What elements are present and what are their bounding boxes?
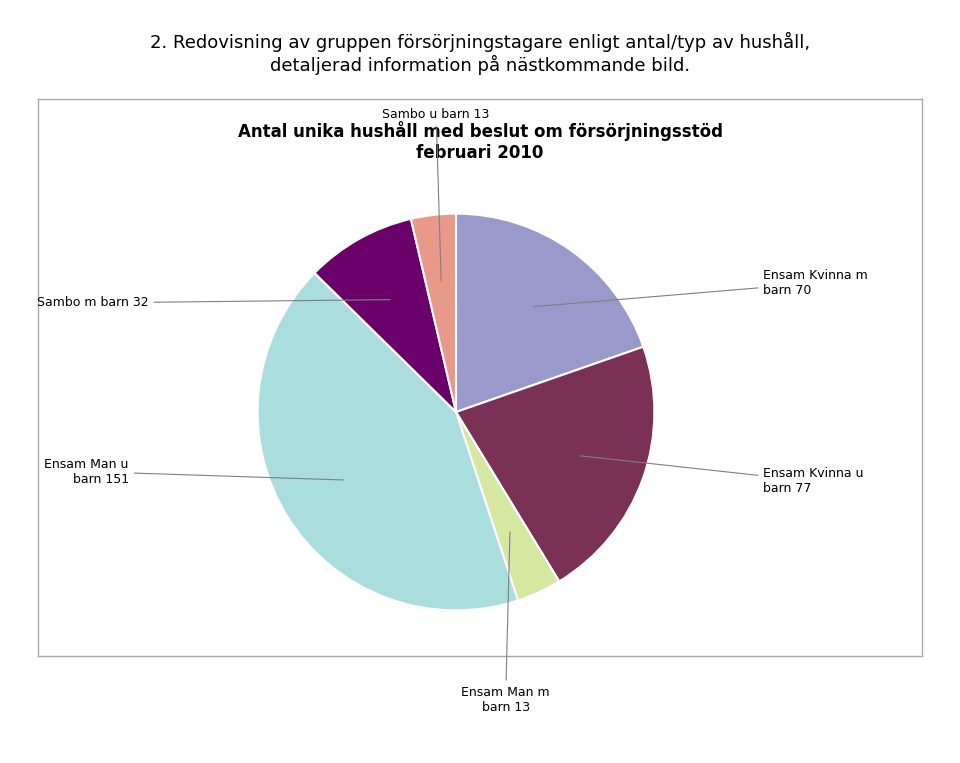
- Text: Antal unika hushåll med beslut om försörjningsstöd
februari 2010: Antal unika hushåll med beslut om försör…: [237, 121, 723, 163]
- Text: Sambo m barn 32: Sambo m barn 32: [36, 296, 390, 310]
- Wedge shape: [456, 346, 655, 581]
- Text: Uppföljning försörjningsstöd: Uppföljning försörjningsstöd: [261, 735, 507, 749]
- Text: 2. Redovisning av gruppen försörjningstagare enligt antal/typ av hushåll,
detalj: 2. Redovisning av gruppen försörjningsta…: [150, 32, 810, 75]
- Text: 2010-04-20: 2010-04-20: [719, 735, 817, 749]
- Text: Ensam Man m
barn 13: Ensam Man m barn 13: [462, 532, 550, 713]
- Text: Sambo u barn 13: Sambo u barn 13: [382, 108, 490, 281]
- Text: Ensam Man u
barn 151: Ensam Man u barn 151: [44, 458, 344, 485]
- Wedge shape: [411, 214, 456, 412]
- Text: 3: 3: [897, 735, 908, 749]
- Wedge shape: [315, 219, 456, 412]
- Text: Ensam Kvinna u
barn 77: Ensam Kvinna u barn 77: [580, 456, 864, 495]
- Text: Ensam Kvinna m
barn 70: Ensam Kvinna m barn 70: [534, 269, 868, 307]
- Wedge shape: [456, 412, 560, 600]
- Wedge shape: [257, 273, 518, 610]
- Wedge shape: [456, 214, 643, 412]
